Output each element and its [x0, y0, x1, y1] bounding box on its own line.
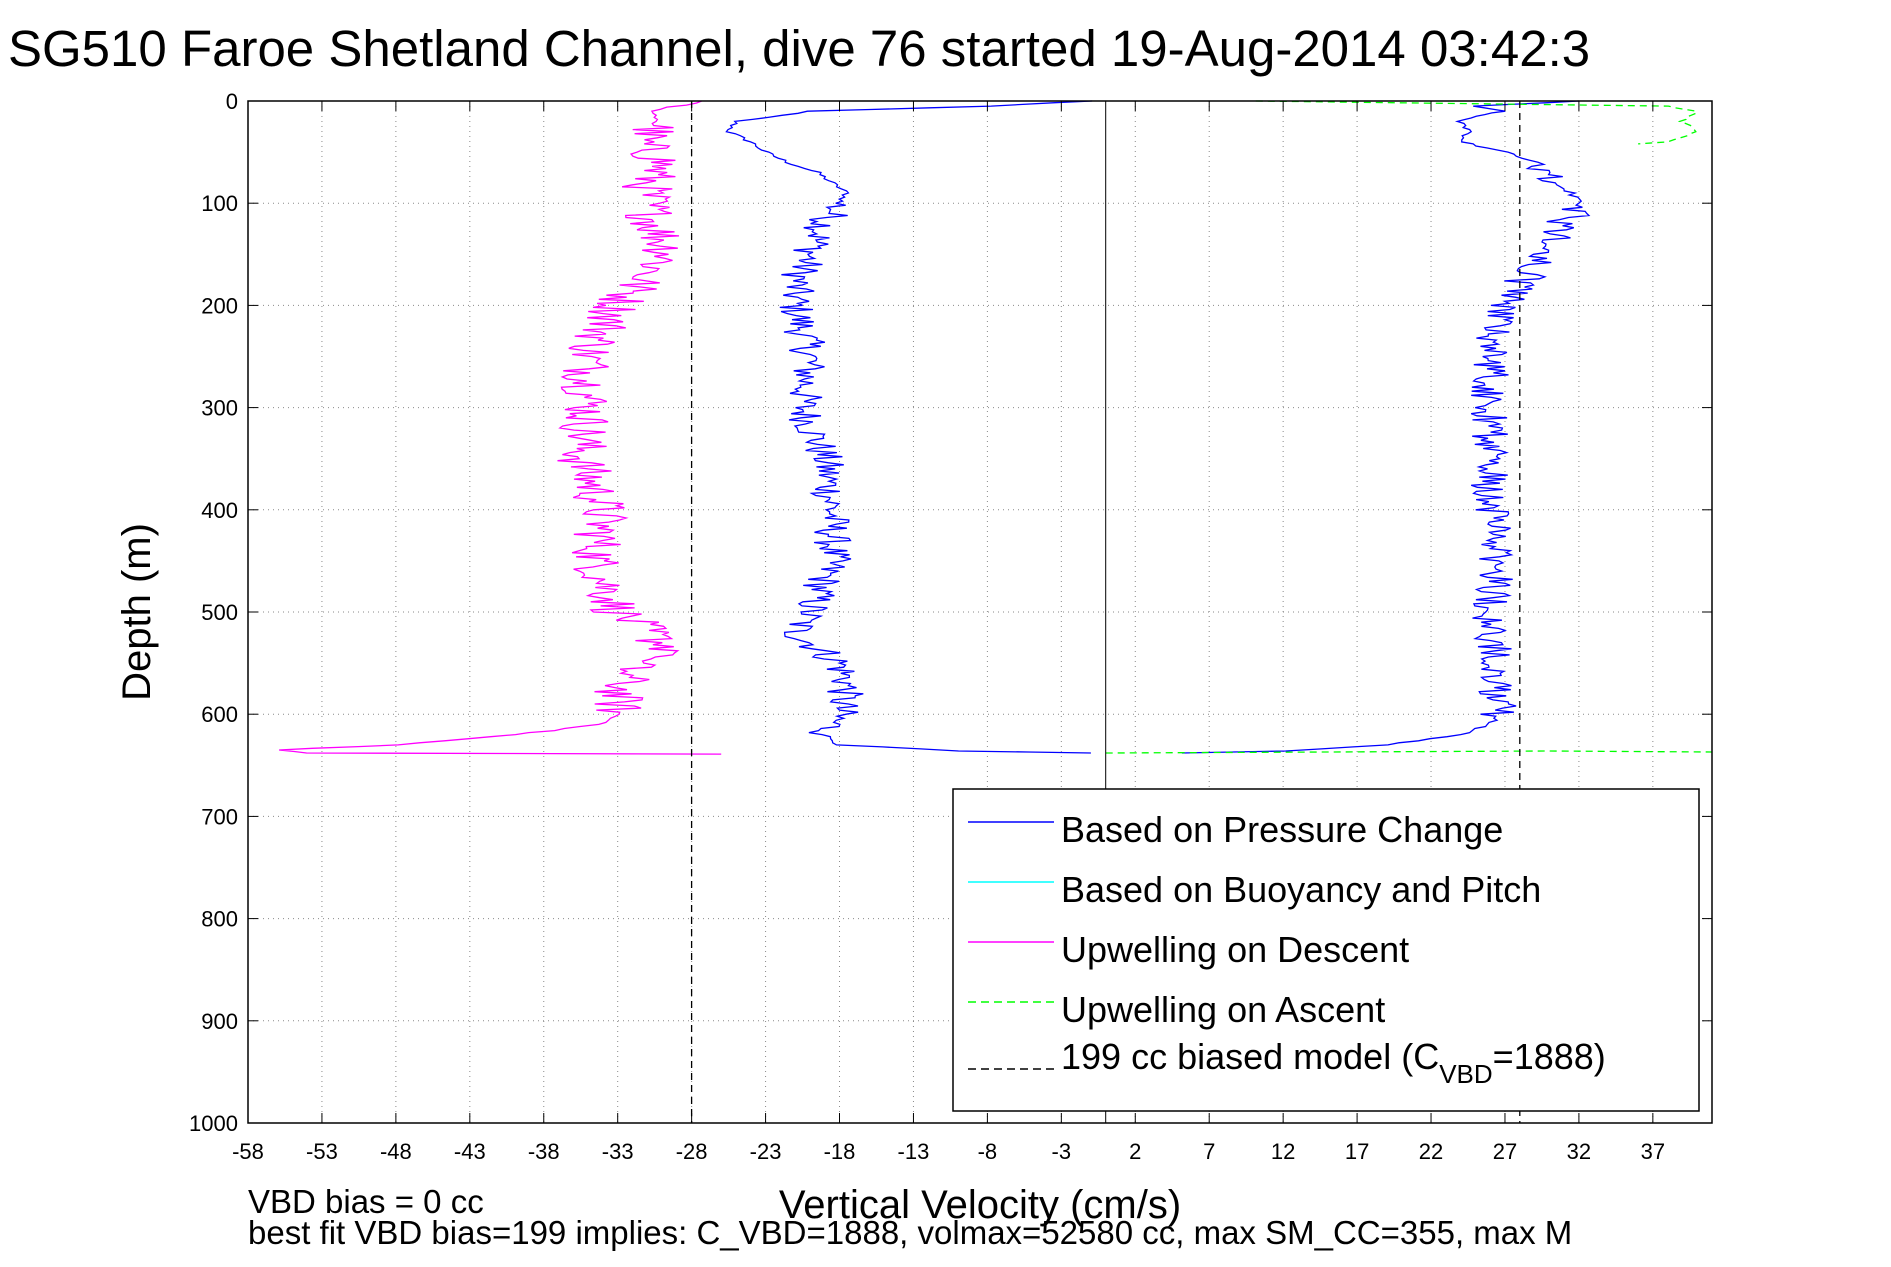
y-tick-label: 300	[201, 396, 238, 421]
x-tick-label: -23	[750, 1139, 782, 1164]
x-tick-label: -38	[528, 1139, 560, 1164]
x-tick-label: -13	[898, 1139, 930, 1164]
footer-line-2: best fit VBD bias=199 implies: C_VBD=188…	[248, 1214, 1572, 1251]
x-tick-label: 17	[1345, 1139, 1369, 1164]
y-tick-label: 800	[201, 907, 238, 932]
legend-box	[952, 788, 1700, 1112]
x-tick-label: 12	[1271, 1139, 1295, 1164]
y-axis-label: Depth (m)	[115, 523, 159, 701]
legend-label-model-pre: 199 cc biased model (C	[1061, 1036, 1439, 1077]
y-tick-label: 900	[201, 1009, 238, 1034]
y-tick-label: 0	[226, 89, 238, 114]
legend-label-pressure: Based on Pressure Change	[1061, 809, 1503, 850]
x-tick-label: 22	[1419, 1139, 1443, 1164]
x-tick-label: -33	[602, 1139, 634, 1164]
x-tick-label: -43	[454, 1139, 486, 1164]
x-tick-label: -53	[306, 1139, 338, 1164]
legend-label-model: 199 cc biased model (CVBD=1888)	[1061, 1036, 1606, 1089]
legend-label-descent: Upwelling on Descent	[1061, 929, 1409, 970]
y-tick-label: 200	[201, 293, 238, 318]
x-tick-label: 32	[1567, 1139, 1591, 1164]
y-tick-label: 500	[201, 600, 238, 625]
x-tick-label: -58	[232, 1139, 264, 1164]
x-tick-label: -3	[1052, 1139, 1072, 1164]
y-tick-label: 600	[201, 702, 238, 727]
legend-label-model-sub: VBD	[1439, 1059, 1492, 1089]
x-tick-label: -48	[380, 1139, 412, 1164]
legend: Based on Pressure Change Based on Buoyan…	[952, 788, 1700, 1112]
y-tick-label: 1000	[189, 1111, 238, 1136]
x-axis-label: Vertical Velocity (cm/s)	[779, 1183, 1181, 1227]
chart-title: SG510 Faroe Shetland Channel, dive 76 st…	[8, 20, 1590, 77]
x-tick-label: 37	[1641, 1139, 1665, 1164]
series-line-upwelling-on-ascent-bottom	[1105, 750, 1713, 754]
series-line-upwelling-on-descent	[279, 100, 722, 755]
y-tick-label: 700	[201, 804, 238, 829]
x-tick-label: 27	[1493, 1139, 1517, 1164]
footer-line-1: VBD bias = 0 cc	[248, 1183, 484, 1220]
series-layer	[279, 100, 1713, 1123]
x-tick-label: -28	[676, 1139, 708, 1164]
series-line-based-on-pressure-change-ascent	[1181, 100, 1591, 754]
x-tick-label: 2	[1129, 1139, 1141, 1164]
legend-label-ascent: Upwelling on Ascent	[1061, 989, 1385, 1030]
x-tick-label: -18	[824, 1139, 856, 1164]
series-line-based-on-pressure-change-descent	[725, 100, 1093, 754]
x-tick-label: -8	[978, 1139, 998, 1164]
legend-label-model-post: =1888)	[1493, 1036, 1606, 1077]
y-tick-label: 400	[201, 498, 238, 523]
ticks: -58 -53 -48 -43 -38 -33 -28 -23 -18 -13 -8 -3 2 7 12 17…	[189, 89, 1712, 1164]
y-tick-label: 100	[201, 191, 238, 216]
legend-label-buoyancy: Based on Buoyancy and Pitch	[1061, 869, 1541, 910]
x-tick-label: 7	[1203, 1139, 1215, 1164]
